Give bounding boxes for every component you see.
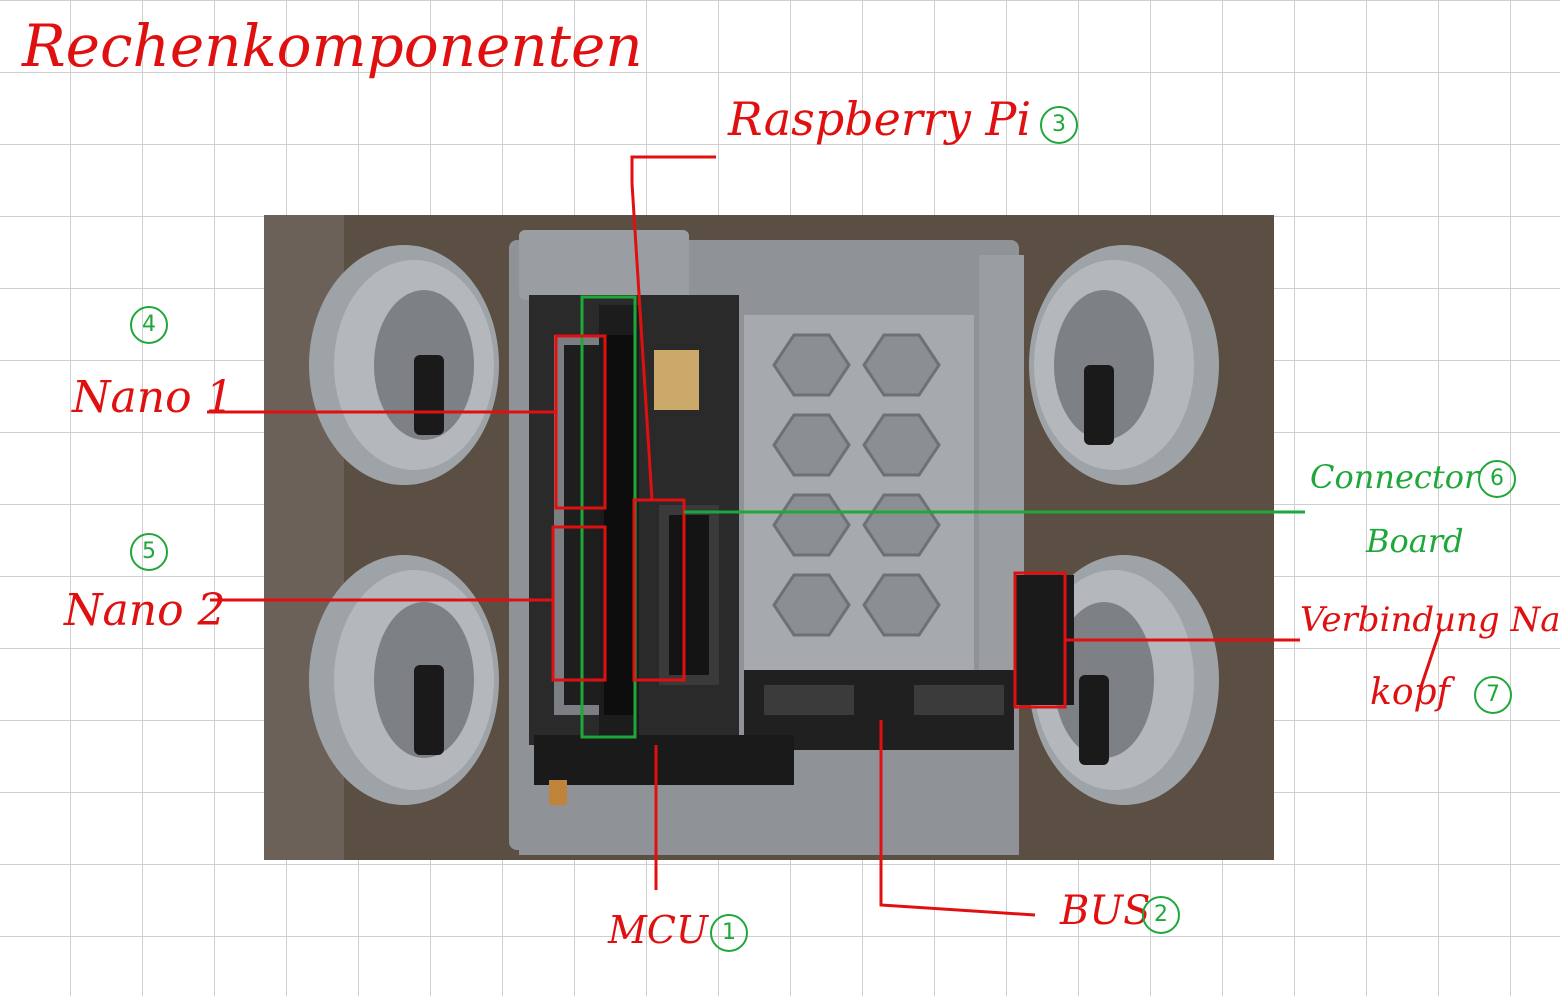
verbindung-number: 7: [1474, 676, 1512, 714]
bus-leader: [879, 720, 1036, 917]
raspberry-pi-box: [580, 295, 637, 739]
bus-label: BUS: [1060, 888, 1151, 934]
connector-board-box: [632, 498, 686, 682]
verbindung-label-line1: Verbindung Nano: [1300, 600, 1560, 640]
nano2-box: [551, 525, 607, 682]
left-front-wheel: [309, 245, 499, 485]
verbindung-label-line2: kopf: [1370, 672, 1450, 713]
verbindung-arrow: [1418, 629, 1442, 691]
connector-board-number: 6: [1478, 460, 1516, 498]
raspberry-pi-leader: [630, 155, 716, 183]
connector-board-label-line1: Connector: [1310, 458, 1480, 496]
nano1-label: Nano 1: [72, 372, 234, 423]
mcu-label: MCU: [608, 908, 709, 952]
nano1-number: 4: [130, 306, 168, 344]
nano1-box: [554, 334, 607, 510]
raspberry-pi-leader-2: [630, 182, 654, 501]
right-rear-wheel: [1029, 555, 1219, 805]
page-title: Rechenkomponenten: [22, 12, 643, 80]
left-rear-wheel: [309, 555, 499, 805]
raspberry-pi-label: Raspberry Pi: [728, 92, 1032, 146]
verbindung-box: [1013, 571, 1067, 709]
right-front-wheel: [1029, 245, 1219, 485]
raspberry-pi-number: 3: [1040, 106, 1078, 144]
connector-board-label-line2: Board: [1366, 522, 1464, 560]
mcu-number: 1: [710, 914, 748, 952]
nano2-label: Nano 2: [64, 585, 226, 636]
nano2-number: 5: [130, 533, 168, 571]
robot-chassis-photo: [264, 215, 1274, 860]
bus-number: 2: [1142, 896, 1180, 934]
